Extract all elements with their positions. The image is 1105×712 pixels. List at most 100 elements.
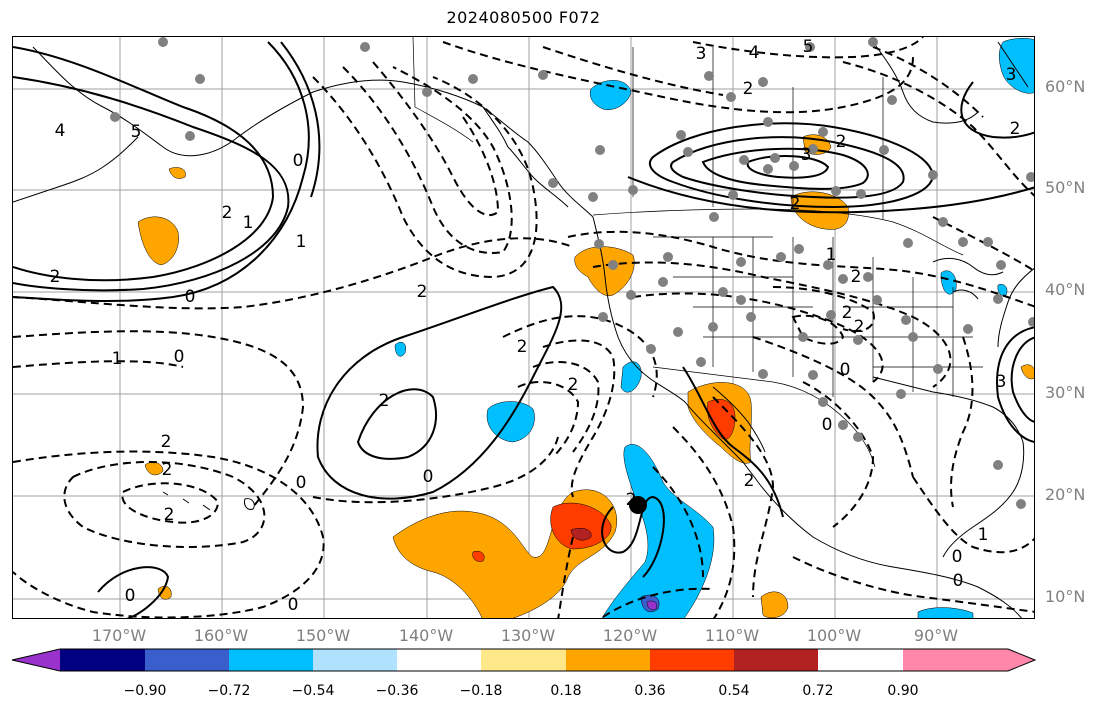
contour-label: 2	[161, 432, 172, 452]
contour-label: 2	[517, 337, 528, 357]
colorbar-segment	[60, 649, 145, 671]
us-mexico-border	[652, 366, 876, 468]
colorbar-segment	[650, 649, 734, 671]
cold-spot-ne	[999, 38, 1034, 94]
contour-label: 1	[112, 349, 123, 369]
cold-spot-pacific	[486, 401, 535, 443]
lon-label-120w: 120°W	[602, 626, 658, 645]
hawaii-islands	[162, 491, 255, 511]
lon-label-110w: 110°W	[704, 626, 760, 645]
contour-label: 0	[293, 151, 304, 171]
colorbar-segments	[12, 649, 1035, 671]
east-coast	[997, 267, 1034, 348]
contour-label: 2	[854, 317, 865, 337]
contour-label: 1	[826, 245, 837, 265]
greenland-edge	[997, 41, 1029, 88]
baja-peninsula	[684, 386, 766, 483]
cold-spot-canada	[589, 80, 632, 110]
lon-label-140w: 140°W	[398, 626, 454, 645]
contour-label: 5	[803, 37, 814, 57]
cold-spot-calif	[620, 361, 642, 393]
colorbar-segment	[313, 649, 397, 671]
cold-spot-sw	[917, 607, 974, 618]
lat-label-60n: 60°N	[1045, 77, 1086, 96]
colorbar-tick-label: 0.36	[634, 683, 666, 699]
colorbar-segment	[397, 649, 481, 671]
map-panel: 4 5 0 2 1 2 0 1 0 2 1 0 2 0 2 0 2 2 3 2 …	[12, 36, 1035, 619]
contour-label: 2	[842, 303, 853, 323]
lat-label-10n: 10°N	[1045, 587, 1086, 606]
contour-label: 3	[1006, 65, 1017, 85]
bc-coast	[482, 106, 569, 208]
aleutian-chain	[13, 136, 139, 203]
colorbar-extend-low	[12, 649, 60, 671]
contour-label: 0	[296, 473, 307, 493]
warm-spot-hawaii	[144, 461, 164, 476]
observation-stations	[110, 37, 1034, 509]
contour-label: 2	[851, 267, 862, 287]
contour-label: 2	[222, 203, 233, 223]
warm-anomaly-spot	[472, 551, 485, 562]
storm-center-marker	[629, 496, 647, 514]
contour-label: 2	[417, 282, 428, 302]
warm-spot-gulf	[1020, 364, 1034, 380]
contour-label: 2	[162, 460, 173, 480]
contour-label: 2	[50, 267, 61, 287]
mexico-coast	[757, 481, 1022, 618]
contour-label: 2	[836, 132, 847, 152]
lon-label-160w: 160°W	[193, 626, 249, 645]
cold-spot-gl2	[997, 284, 1008, 296]
contour-label: 0	[423, 467, 434, 487]
contour-label: 1	[978, 525, 989, 545]
warm-spot-se	[760, 591, 789, 618]
hudson-bay	[872, 41, 979, 124]
contour-label: 2	[164, 505, 175, 525]
contour-label: 0	[822, 415, 833, 435]
lat-label-20n: 20°N	[1045, 485, 1086, 504]
anomaly-shading	[137, 38, 1034, 618]
warm-spot-canada	[790, 191, 849, 230]
colorbar	[11, 648, 1037, 672]
contour-label: 0	[288, 595, 299, 615]
alaska-canada-border	[412, 37, 474, 143]
contour-label: 5	[131, 122, 142, 142]
contour-label: 2	[568, 375, 579, 395]
contour-labels: 4 5 0 2 1 2 0 1 0 2 1 0 2 0 2 0 2 2 3 2 …	[50, 37, 1021, 615]
map-canvas: 4 5 0 2 1 2 0 1 0 2 1 0 2 0 2 0 2 2 3 2 …	[13, 37, 1034, 618]
colorbar-segment	[481, 649, 566, 671]
colorbar-tick-label: 0.72	[802, 683, 834, 699]
contour-label: 0	[840, 360, 851, 380]
contour-label: 2	[744, 471, 755, 491]
cold-anomaly-purple	[646, 600, 657, 610]
contour-label: 3	[996, 372, 1007, 392]
lon-label-100w: 100°W	[806, 626, 862, 645]
alaska-coast	[32, 46, 594, 218]
baja-warm-core	[707, 399, 736, 440]
colorbar-tick-label: −0.90	[123, 683, 167, 699]
warm-spot-bc	[137, 216, 179, 266]
contour-label: 2	[790, 194, 801, 214]
contour-label: 2	[743, 79, 754, 99]
warm-spot-ak	[168, 167, 186, 179]
great-lakes	[932, 257, 1004, 300]
lon-label-90w: 90°W	[913, 626, 959, 645]
lat-label-40n: 40°N	[1045, 280, 1086, 299]
map-title: 2024080500 F072	[446, 8, 601, 27]
contour-label: 0	[185, 287, 196, 307]
colorbar-tick-label: −0.54	[291, 683, 335, 699]
colorbar-tick-label: 0.18	[550, 683, 582, 699]
colorbar-tick-label: 0.54	[718, 683, 750, 699]
provincial-borders	[632, 47, 884, 219]
contour-label: 0	[174, 347, 185, 367]
lat-label-50n: 50°N	[1045, 178, 1086, 197]
colorbar-tick-label: −0.36	[375, 683, 419, 699]
positive-contours	[13, 41, 1034, 618]
contour-label: 4	[749, 43, 760, 63]
contour-label: 0	[125, 586, 136, 606]
contour-label: 4	[55, 121, 66, 141]
negative-contours	[13, 37, 1034, 618]
us-west-coast	[592, 216, 686, 403]
lon-label-130w: 130°W	[500, 626, 556, 645]
contour-label: 2	[379, 391, 390, 411]
graticule	[13, 37, 1034, 618]
